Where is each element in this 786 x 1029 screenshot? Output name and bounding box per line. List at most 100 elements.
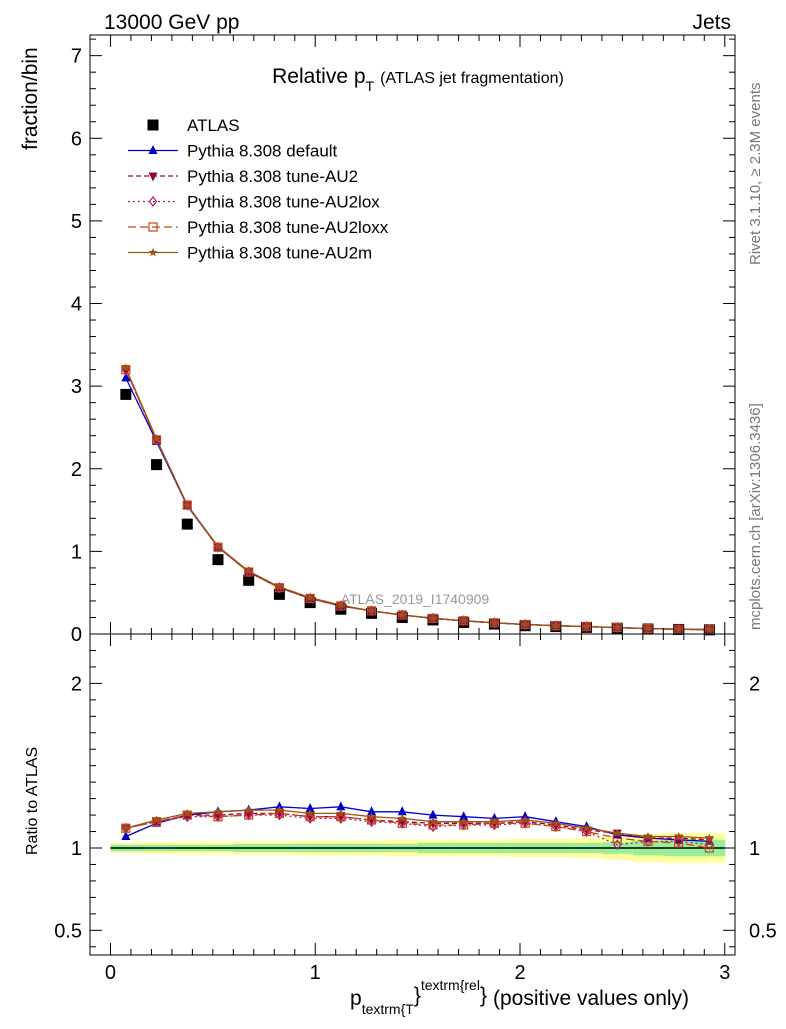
ratio-y-tick-label: 0.5 <box>54 920 82 942</box>
ratio-y-tick-label-right: 1 <box>749 838 760 860</box>
x-tick-label: 0 <box>105 962 116 984</box>
legend-marker <box>148 172 158 182</box>
main-y-tick-label: 7 <box>71 46 82 68</box>
legend-marker <box>148 196 158 207</box>
ratio-point-pythia-8-308-tune-au2 <box>459 819 469 829</box>
ratio-point-pythia-8-308-tune-au2m <box>520 815 530 824</box>
ratio-point-pythia-8-308-default <box>336 801 346 811</box>
main-title-rest: (ATLAS jet fragmentation) <box>380 70 564 87</box>
ratio-point-pythia-8-308-tune-au2lox <box>490 819 499 831</box>
x-axis-label-main: p <box>350 987 362 1010</box>
main-y-tick-label: 0 <box>71 624 82 646</box>
ratio-point-pythia-8-308-tune-au2m <box>183 808 192 818</box>
main-point-pythia-8-308-tune-au2m <box>459 616 468 625</box>
x-tick-label: 1 <box>310 962 321 984</box>
legend-entry-pythia-8-308-tune-au2: Pythia 8.308 tune-AU2 <box>128 167 358 186</box>
main-y-tick-label: 5 <box>71 211 82 233</box>
ratio-point-pythia-8-308-tune-au2loxx <box>674 838 684 848</box>
ratio-point-pythia-8-308-default <box>397 806 407 816</box>
ratio-point-pythia-8-308-tune-au2m <box>551 818 561 827</box>
ratio-point-pythia-8-308-tune-au2m <box>613 828 622 837</box>
legend-entry-pythia-8-308-tune-au2lox: Pythia 8.308 tune-AU2lox <box>128 193 380 212</box>
main-point-pythia-8-308-tune-au2m <box>305 593 315 602</box>
ratio-panel-bands <box>110 833 726 863</box>
legend: ATLAS Pythia 8.308 default Pythia 8.308 tu… <box>128 116 389 263</box>
ratio-point-pythia-8-308-tune-au2 <box>520 818 530 828</box>
main-point-pythia-8-308-default <box>121 372 131 382</box>
main-point-pythia-8-308-tune-au2m <box>244 566 253 575</box>
x-tick-label: 2 <box>514 962 525 984</box>
main-point-pythia-8-308-tune-au2m <box>490 618 499 627</box>
x-tick-label: 3 <box>719 962 730 984</box>
ratio-point-pythia-8-308-tune-au2 <box>489 819 499 829</box>
legend-entry-pythia-8-308-tune-au2loxx: Pythia 8.308 tune-AU2loxx <box>128 218 389 237</box>
ratio-frame <box>89 633 736 956</box>
legend-entry-pythia-8-308-default: Pythia 8.308 default <box>128 142 338 161</box>
main-point-pythia-8-308-tune-au2m <box>213 541 223 551</box>
main-y-tick-label: 3 <box>71 376 82 398</box>
ratio-y-tick-label: 1 <box>71 838 82 860</box>
ratio-point-pythia-8-308-tune-au2 <box>428 819 438 829</box>
main-point-pythia-8-308-tune-au2m <box>674 624 683 633</box>
x-axis-label: ptextrm{T}textrm{rel} (positive values on… <box>350 977 689 1017</box>
ratio-point-pythia-8-308-default <box>428 809 438 819</box>
main-y-axis-label: fraction/bin <box>19 47 42 150</box>
legend-entry-atlas: ATLAS <box>147 116 240 135</box>
ratio-point-pythia-8-308-default <box>121 830 131 840</box>
main-panel: ATLAS_2019_I1740909 0 1 2 3 4 5 6 7 Relative pT… <box>19 34 736 646</box>
main-point-pythia-8-308-tune-au2m <box>520 620 530 629</box>
ratio-line-pythia-8-308-tune-au2loxx <box>125 812 710 849</box>
ratio-panel: 0.5 0.5 1 1 2 2 0 1 2 3 Ratio to ATLAS ptextrm{T}… <box>24 633 777 1017</box>
ratio-point-pythia-8-308-tune-au2lox <box>183 811 192 823</box>
ratio-point-pythia-8-308-tune-au2m <box>674 832 683 841</box>
x-axis-label-brace1: } <box>414 984 421 1007</box>
ratio-line-pythia-8-308-tune-au2lox <box>125 814 710 846</box>
main-point-atlas <box>212 554 224 566</box>
ratio-point-pythia-8-308-tune-au2m <box>643 832 653 841</box>
ratio-panel-data <box>121 801 715 853</box>
ratio-point-pythia-8-308-tune-au2m <box>582 823 591 832</box>
x-axis-label-sup: textrm{rel <box>421 977 480 993</box>
ratio-point-pythia-8-308-tune-au2m <box>705 833 714 842</box>
watermark: ATLAS_2019_I1740909 <box>341 591 490 607</box>
legend-marker <box>148 248 158 257</box>
ratio-point-pythia-8-308-tune-au2 <box>582 826 592 836</box>
ratio-point-pythia-8-308-tune-au2m <box>121 823 131 832</box>
ratio-y-tick-label-right: 0.5 <box>749 920 777 942</box>
legend-entry-pythia-8-308-tune-au2m: Pythia 8.308 tune-AU2m <box>128 244 372 263</box>
main-point-pythia-8-308-tune-au2m <box>336 600 346 609</box>
main-point-pythia-8-308-tune-au2m <box>398 610 407 619</box>
main-title-sub: T <box>366 78 375 94</box>
legend-marker <box>148 222 158 232</box>
main-point-pythia-8-308-tune-au2m <box>582 622 591 631</box>
main-title-main: Relative p <box>272 65 365 88</box>
main-point-pythia-8-308-tune-au2m <box>367 606 376 615</box>
main-point-pythia-8-308-tune-au2m <box>152 434 161 443</box>
ratio-point-pythia-8-308-tune-au2m <box>336 808 346 818</box>
main-point-pythia-8-308-tune-au2m <box>613 623 622 632</box>
main-y-tick-label: 2 <box>71 459 82 481</box>
legend-marker <box>147 119 159 131</box>
ratio-panel-axes: 0.5 0.5 1 1 2 2 0 1 2 3 <box>54 633 777 984</box>
main-point-pythia-8-308-tune-au2m <box>183 500 192 509</box>
main-panel-data <box>120 363 715 636</box>
ratio-point-pythia-8-308-tune-au2m <box>490 817 499 826</box>
ratio-y-tick-label: 2 <box>71 673 82 695</box>
main-y-tick-label: 1 <box>71 541 82 563</box>
ratio-point-pythia-8-308-tune-au2m <box>305 808 315 818</box>
ratio-point-pythia-8-308-tune-au2m <box>275 805 284 814</box>
legend-label: Pythia 8.308 tune-AU2lox <box>187 193 380 212</box>
main-point-pythia-8-308-tune-au2m <box>551 621 561 630</box>
ratio-line-pythia-8-308-tune-au2m <box>125 809 710 839</box>
main-point-atlas <box>243 574 255 586</box>
ratio-point-pythia-8-308-default <box>459 811 469 821</box>
legend-label: Pythia 8.308 default <box>187 142 338 161</box>
ratio-y-tick-label-right: 2 <box>749 673 760 695</box>
main-point-atlas <box>181 518 193 530</box>
ratio-point-pythia-8-308-default <box>305 802 315 812</box>
legend-label: ATLAS <box>187 116 240 135</box>
ratio-point-pythia-8-308-tune-au2m <box>244 805 253 814</box>
ratio-point-pythia-8-308-tune-au2 <box>274 809 284 819</box>
ratio-point-pythia-8-308-tune-au2m <box>459 817 468 826</box>
